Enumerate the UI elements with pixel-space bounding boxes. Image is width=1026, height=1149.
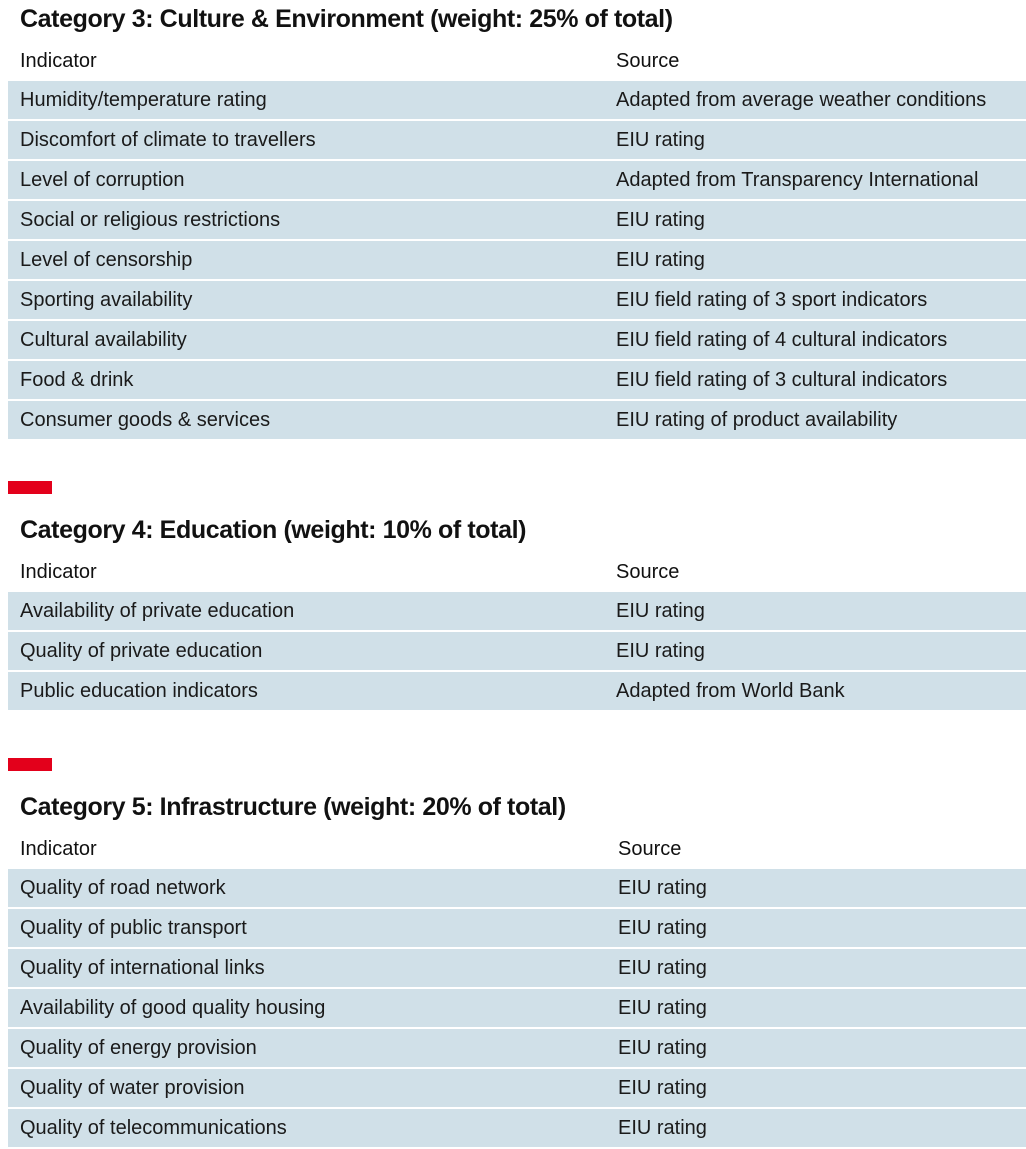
- indicator-cell: Food & drink: [20, 369, 134, 391]
- category-4-title: Category 4: Education (weight: 10% of to…: [20, 516, 527, 544]
- table-row: Quality of water provision EIU rating: [8, 1069, 1026, 1107]
- category-3-table: Humidity/temperature rating Adapted from …: [8, 81, 1026, 441]
- indicator-cell: Quality of telecommunications: [20, 1117, 287, 1139]
- source-cell: EIU rating: [616, 129, 705, 151]
- source-cell: EIU field rating of 3 sport indicators: [616, 289, 928, 311]
- table-row: Consumer goods & services EIU rating of p…: [8, 401, 1026, 439]
- source-cell: EIU rating: [616, 600, 705, 622]
- category-5-header: Indicator Source: [0, 831, 1026, 867]
- section-divider-bar: [8, 758, 52, 771]
- indicator-cell: Cultural availability: [20, 329, 187, 351]
- table-row: Quality of energy provision EIU rating: [8, 1029, 1026, 1067]
- indicator-header: Indicator: [20, 50, 97, 72]
- table-row: Level of censorship EIU rating: [8, 241, 1026, 279]
- table-row: Humidity/temperature rating Adapted from …: [8, 81, 1026, 119]
- indicator-cell: Public education indicators: [20, 680, 258, 702]
- indicator-cell: Quality of energy provision: [20, 1037, 257, 1059]
- source-cell: Adapted from World Bank: [616, 680, 845, 702]
- table-row: Quality of private education EIU rating: [8, 632, 1026, 670]
- source-header: Source: [616, 561, 680, 583]
- category-5-table: Quality of road network EIU rating Quality…: [8, 869, 1026, 1149]
- source-cell: EIU rating of product availability: [616, 409, 898, 431]
- source-header: Source: [618, 838, 682, 860]
- table-row: Sporting availability EIU field rating of…: [8, 281, 1026, 319]
- source-cell: EIU field rating of 4 cultural indicator…: [616, 329, 948, 351]
- indicator-cell: Quality of road network: [20, 877, 226, 899]
- indicator-cell: Availability of good quality housing: [20, 997, 326, 1019]
- indicator-cell: Discomfort of climate to travellers: [20, 129, 316, 151]
- indicator-cell: Sporting availability: [20, 289, 193, 311]
- source-cell: EIU rating: [618, 1117, 707, 1139]
- source-cell: EIU rating: [616, 640, 705, 662]
- table-row: Quality of telecommunications EIU rating: [8, 1109, 1026, 1147]
- source-cell: Adapted from average weather conditions: [616, 89, 987, 111]
- source-cell: Adapted from Transparency International: [616, 169, 979, 191]
- table-row: Discomfort of climate to travellers EIU r…: [8, 121, 1026, 159]
- indicator-cell: Availability of private education: [20, 600, 295, 622]
- source-cell: EIU rating: [616, 249, 705, 271]
- indicator-header: Indicator: [20, 561, 97, 583]
- source-cell: EIU rating: [618, 957, 707, 979]
- indicator-header: Indicator: [20, 838, 97, 860]
- category-4-header: Indicator Source: [0, 554, 1026, 590]
- table-row: Food & drink EIU field rating of 3 cultur…: [8, 361, 1026, 399]
- table-row: Availability of private education EIU rat…: [8, 592, 1026, 630]
- category-5-title: Category 5: Infrastructure (weight: 20% …: [20, 793, 566, 821]
- indicator-cell: Quality of international links: [20, 957, 265, 979]
- source-cell: EIU rating: [618, 1077, 707, 1099]
- indicator-cell: Level of corruption: [20, 169, 185, 191]
- table-row: Level of corruption Adapted from Transpar…: [8, 161, 1026, 199]
- source-cell: EIU rating: [616, 209, 705, 231]
- indicator-cell: Level of censorship: [20, 249, 193, 271]
- indicator-cell: Consumer goods & services: [20, 409, 271, 431]
- source-cell: EIU rating: [618, 1037, 707, 1059]
- table-row: Social or religious restrictions EIU rati…: [8, 201, 1026, 239]
- source-cell: EIU rating: [618, 917, 707, 939]
- indicator-cell: Quality of public transport: [20, 917, 247, 939]
- indicator-cell: Quality of private education: [20, 640, 263, 662]
- category-3-header: Indicator Source: [0, 43, 1026, 79]
- source-header: Source: [616, 50, 680, 72]
- section-divider-bar: [8, 481, 52, 494]
- table-row: Availability of good quality housing EIU …: [8, 989, 1026, 1027]
- category-4-table: Availability of private education EIU rat…: [8, 592, 1026, 712]
- indicator-cell: Quality of water provision: [20, 1077, 245, 1099]
- source-cell: EIU rating: [618, 997, 707, 1019]
- indicator-cell: Social or religious restrictions: [20, 209, 281, 231]
- indicator-cell: Humidity/temperature rating: [20, 89, 267, 111]
- table-row: Public education indicators Adapted from …: [8, 672, 1026, 710]
- source-cell: EIU field rating of 3 cultural indicator…: [616, 369, 948, 391]
- table-row: Quality of road network EIU rating: [8, 869, 1026, 907]
- table-row: Cultural availability EIU field rating of…: [8, 321, 1026, 359]
- source-cell: EIU rating: [618, 877, 707, 899]
- table-row: Quality of international links EIU rating: [8, 949, 1026, 987]
- table-row: Quality of public transport EIU rating: [8, 909, 1026, 947]
- category-3-title: Category 3: Culture & Environment (weigh…: [20, 5, 673, 33]
